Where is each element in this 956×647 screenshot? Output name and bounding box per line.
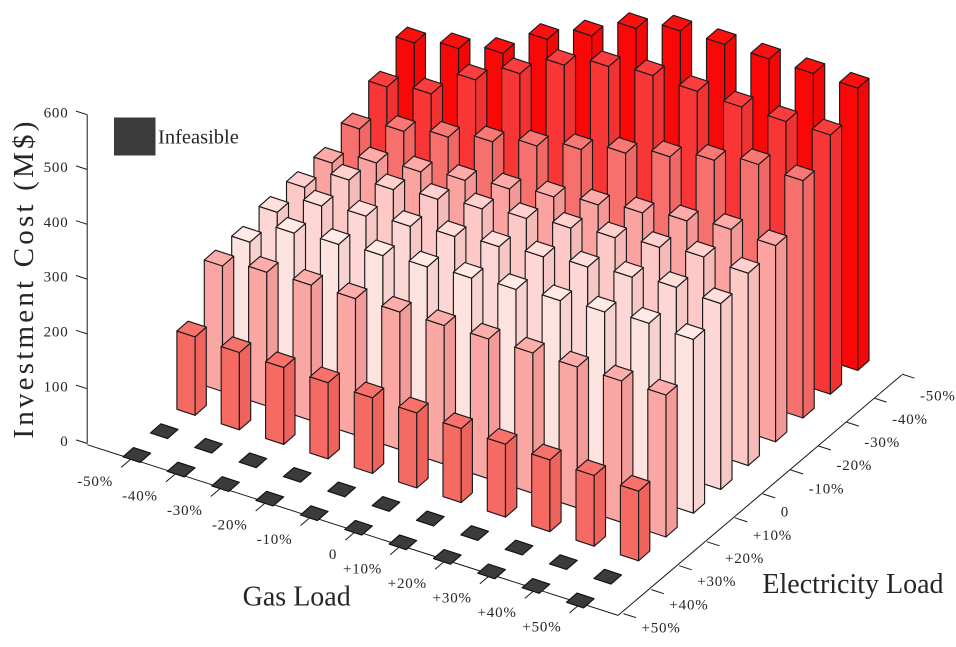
svg-text:Infeasible: Infeasible xyxy=(158,127,239,149)
svg-text:Gas Load: Gas Load xyxy=(243,582,351,613)
svg-text:+30%: +30% xyxy=(433,590,472,606)
svg-text:500: 500 xyxy=(44,160,69,176)
svg-text:+10%: +10% xyxy=(753,528,792,544)
svg-text:-30%: -30% xyxy=(167,503,203,519)
svg-text:200: 200 xyxy=(44,325,69,341)
svg-text:0: 0 xyxy=(781,505,789,521)
svg-text:+50%: +50% xyxy=(642,621,681,637)
svg-text:-10%: -10% xyxy=(257,532,293,548)
svg-text:+20%: +20% xyxy=(725,551,764,567)
svg-text:-20%: -20% xyxy=(837,458,873,474)
svg-text:+30%: +30% xyxy=(697,574,736,590)
svg-text:300: 300 xyxy=(44,270,69,286)
svg-text:-40%: -40% xyxy=(122,489,158,505)
svg-text:-10%: -10% xyxy=(809,481,845,497)
svg-text:400: 400 xyxy=(44,215,69,231)
svg-text:+50%: +50% xyxy=(522,620,561,636)
svg-text:Investment Cost (M$): Investment Cost (M$) xyxy=(8,118,40,438)
svg-text:Electricity Load: Electricity Load xyxy=(762,569,943,600)
svg-text:-50%: -50% xyxy=(920,389,956,405)
svg-text:+40%: +40% xyxy=(478,605,517,621)
svg-text:600: 600 xyxy=(44,105,69,121)
svg-text:+10%: +10% xyxy=(343,561,382,577)
svg-text:-20%: -20% xyxy=(212,518,248,534)
svg-text:-50%: -50% xyxy=(77,474,113,490)
svg-text:-30%: -30% xyxy=(864,435,900,451)
svg-text:0: 0 xyxy=(60,434,68,450)
svg-text:-40%: -40% xyxy=(892,412,928,428)
svg-text:+40%: +40% xyxy=(669,597,708,613)
svg-text:0: 0 xyxy=(329,547,337,563)
svg-text:+20%: +20% xyxy=(388,576,427,592)
svg-text:100: 100 xyxy=(44,379,69,395)
